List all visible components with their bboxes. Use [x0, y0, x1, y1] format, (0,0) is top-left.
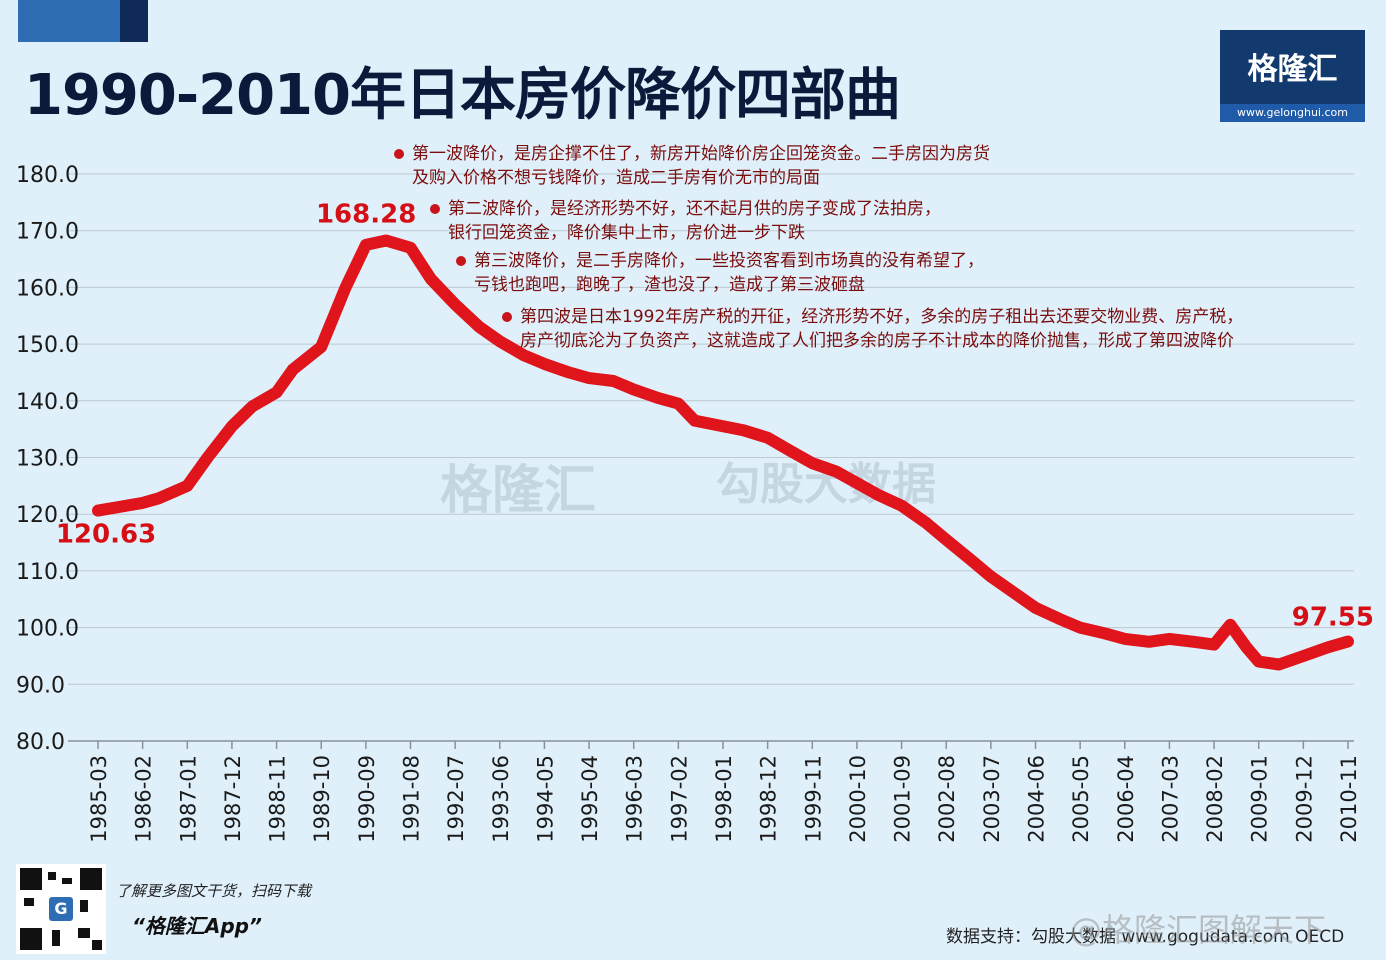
- annotation-line: 亏钱也跑吧，跑晚了，渣也没了，造成了第三波砸盘: [474, 275, 865, 295]
- page-title: 1990-2010年日本房价降价四部曲: [24, 63, 901, 128]
- y-tick-label: 130.0: [16, 447, 79, 472]
- annotation-line: 第四波是日本1992年房产税的开征，经济形势不好，多余的房子租出去还要交物业费、…: [520, 307, 1244, 327]
- annotation-bullet-icon: [430, 204, 440, 214]
- x-tick-label: 2010-11: [1337, 755, 1361, 843]
- y-tick-label: 150.0: [16, 333, 79, 358]
- annotation-line: 房产彻底沦为了负资产，这就造成了人们把多余的房子不计成本的降价抛售，形成了第四波…: [520, 331, 1234, 351]
- x-tick-label: 1991-08: [400, 755, 424, 843]
- annotation-line: 及购入价格不想亏钱降价，造成二手房有价无市的局面: [412, 168, 820, 188]
- x-tick-label: 1987-01: [176, 755, 200, 843]
- y-tick-label: 90.0: [16, 673, 65, 698]
- qr-logo-icon: G: [49, 897, 73, 921]
- data-label: 97.55: [1292, 602, 1374, 632]
- x-tick-label: 2009-12: [1292, 755, 1316, 843]
- x-tick-label: 2000-10: [846, 755, 870, 843]
- logo-url: www.gelonghui.com: [1220, 104, 1365, 122]
- x-tick-label: 2007-03: [1158, 755, 1182, 843]
- x-tick-label: 2009-01: [1248, 755, 1272, 843]
- annotation-line: 银行回笼资金，降价集中上市，房价进一步下跌: [448, 223, 805, 243]
- x-tick-label: 1988-11: [266, 755, 290, 843]
- y-tick-label: 140.0: [16, 390, 79, 415]
- annotation-line: 第一波降价，是房企撑不住了，新房开始降价房企回笼资金。二手房因为房货: [412, 144, 990, 164]
- x-tick-label: 1999-11: [801, 755, 825, 843]
- annotation-line: 第二波降价，是经济形势不好，还不起月供的房子变成了法拍房，: [448, 199, 941, 219]
- weibo-watermark: @格隆汇图解天下: [1070, 911, 1327, 949]
- annotation-4: 第四波是日本1992年房产税的开征，经济形势不好，多余的房子租出去还要交物业费、…: [502, 305, 1244, 353]
- x-tick-label: 1994-05: [533, 755, 557, 843]
- series-line: [92, 234, 1354, 671]
- promo-text: 了解更多图文干货，扫码下载: [116, 882, 312, 900]
- x-tick-label: 2004-06: [1025, 755, 1049, 843]
- x-tick-label: 2006-04: [1114, 755, 1138, 843]
- header-accent-block: [120, 0, 148, 42]
- y-tick-label: 180.0: [16, 163, 79, 188]
- brand-logo[interactable]: 格隆汇 www.gelonghui.com: [1220, 30, 1365, 122]
- data-source: 数据支持：勾股大数据 www.gogudata.com OECD: [946, 927, 1345, 947]
- x-tick-label: 2005-05: [1069, 755, 1093, 843]
- x-tick-label: 1996-03: [623, 755, 647, 843]
- logo-name: 格隆汇: [1247, 52, 1338, 87]
- x-tick-label: 1986-02: [132, 755, 156, 843]
- x-tick-label: 1987-12: [221, 755, 245, 843]
- data-label: 120.63: [56, 520, 156, 550]
- y-tick-label: 120.0: [16, 503, 79, 528]
- x-tick-label: 2002-08: [935, 755, 959, 843]
- x-tick-label: 2001-09: [891, 755, 915, 843]
- annotation-2: 第二波降价，是经济形势不好，还不起月供的房子变成了法拍房， 银行回笼资金，降价集…: [430, 197, 941, 245]
- x-tick-label: 1993-06: [489, 755, 513, 843]
- x-tick-label: 1989-10: [310, 755, 334, 843]
- x-tick-label: 2008-02: [1203, 755, 1227, 843]
- y-tick-label: 170.0: [16, 220, 79, 245]
- x-tick-label: 1995-04: [578, 755, 602, 843]
- promo-app-name: “格隆汇App”: [132, 914, 262, 938]
- annotation-bullet-icon: [502, 312, 512, 322]
- annotation-bullet-icon: [456, 256, 466, 266]
- x-tick-label: 1992-07: [444, 755, 468, 843]
- annotation-bullet-icon: [394, 149, 404, 159]
- data-label: 168.28: [316, 199, 416, 229]
- x-tick-label: 1998-01: [712, 755, 736, 843]
- y-tick-label: 80.0: [16, 730, 65, 755]
- x-tick-label: 1998-12: [757, 755, 781, 843]
- x-tick-label: 1990-09: [355, 755, 379, 843]
- y-tick-label: 110.0: [16, 560, 79, 585]
- watermark-left: 格隆汇: [440, 461, 597, 521]
- annotation-3: 第三波降价，是二手房降价，一些投资客看到市场真的没有希望了， 亏钱也跑吧，跑晚了…: [456, 249, 984, 297]
- x-tick-label: 1985-03: [87, 755, 111, 843]
- y-tick-label: 100.0: [16, 617, 79, 642]
- annotation-line: 第三波降价，是二手房降价，一些投资客看到市场真的没有希望了，: [474, 251, 984, 271]
- x-tick-label: 1997-02: [667, 755, 691, 843]
- x-tick-label: 2003-07: [980, 755, 1004, 843]
- y-tick-label: 160.0: [16, 276, 79, 301]
- annotation-1: 第一波降价，是房企撑不住了，新房开始降价房企回笼资金。二手房因为房货 及购入价格…: [394, 142, 990, 190]
- qr-code[interactable]: G: [16, 864, 106, 954]
